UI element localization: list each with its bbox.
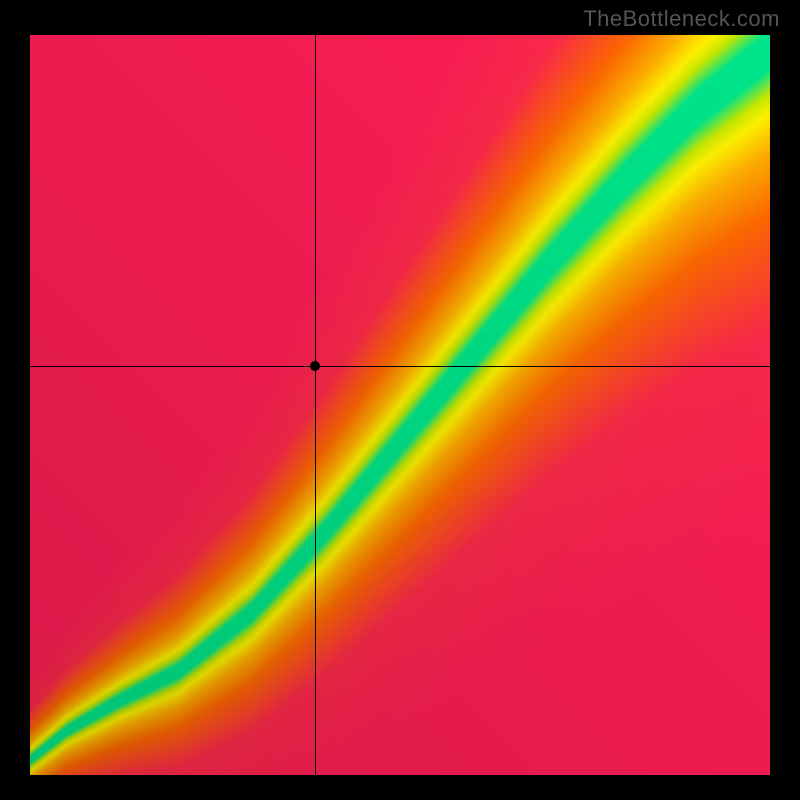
heatmap-canvas — [30, 35, 770, 775]
chart-container: TheBottleneck.com — [0, 0, 800, 800]
marker-dot — [310, 361, 320, 371]
plot-area — [30, 35, 770, 775]
watermark-text: TheBottleneck.com — [583, 6, 780, 32]
